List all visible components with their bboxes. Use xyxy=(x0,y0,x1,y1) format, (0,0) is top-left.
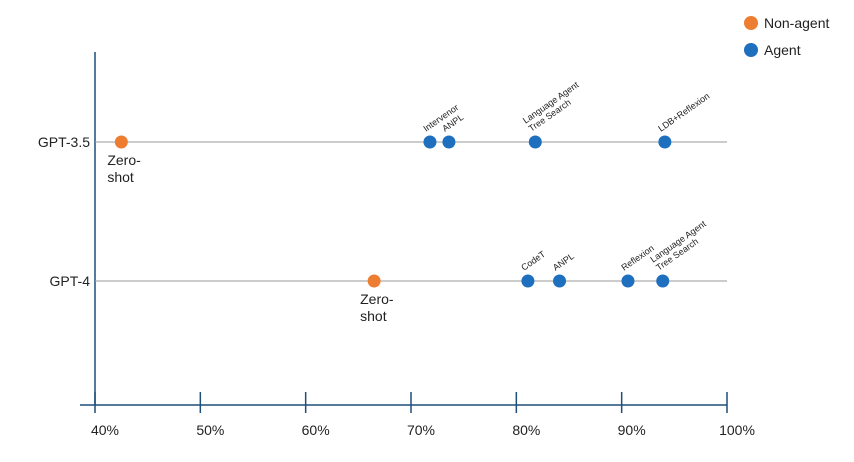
data-point-label: Language AgentTree Search xyxy=(648,218,714,272)
legend-marker xyxy=(744,16,758,30)
x-tick-label: 40% xyxy=(91,422,119,438)
data-point xyxy=(656,274,670,288)
data-point-label: Language AgentTree Search xyxy=(521,79,587,133)
x-tick-label: 60% xyxy=(302,422,330,438)
x-tick-label: 50% xyxy=(196,422,224,438)
legend-label: Agent xyxy=(764,42,801,58)
data-point-label: CodeT xyxy=(519,249,547,273)
x-tick-label: 90% xyxy=(618,422,646,438)
data-point xyxy=(114,135,128,149)
x-tick-label: 80% xyxy=(512,422,540,438)
legend-label: Non-agent xyxy=(764,15,829,31)
data-point xyxy=(367,274,381,288)
x-tick-label: 70% xyxy=(407,422,435,438)
data-point-label: ANPL xyxy=(551,251,576,273)
data-point xyxy=(621,274,635,288)
data-point xyxy=(658,135,672,149)
data-point-label: Zero-shot xyxy=(360,291,394,324)
row-label: GPT-4 xyxy=(50,273,91,289)
data-point xyxy=(521,274,535,288)
data-point xyxy=(442,135,456,149)
data-point xyxy=(528,135,542,149)
x-tick-label: 100% xyxy=(719,422,755,438)
data-point-label: LDB+Reflexion xyxy=(656,91,711,134)
row-label: GPT-3.5 xyxy=(38,134,90,150)
data-point xyxy=(423,135,437,149)
data-point xyxy=(553,274,567,288)
legend-marker xyxy=(744,43,758,57)
data-point-label: Zero-shot xyxy=(107,152,141,185)
